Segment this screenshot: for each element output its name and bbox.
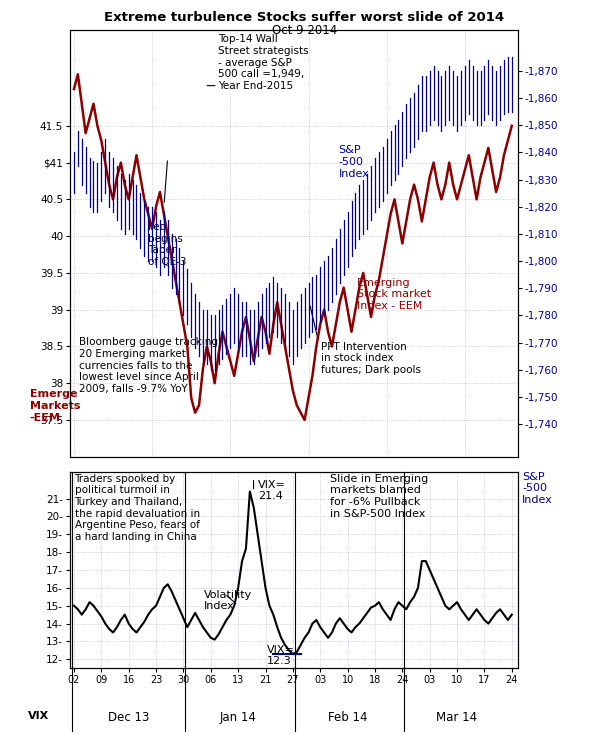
Text: Emerging
Stock market
Index - EEM: Emerging Stock market Index - EEM: [356, 278, 431, 311]
Text: VIX: VIX: [27, 711, 49, 721]
Text: Slide in Emerging
markets blamed
for -6% Pullback
in S&P-500 Index: Slide in Emerging markets blamed for -6%…: [329, 474, 428, 519]
Text: Emerge
Markets
-EEM: Emerge Markets -EEM: [30, 390, 80, 423]
Text: Jan 14: Jan 14: [220, 711, 256, 724]
Text: PPT Intervention
in stock index
futures; Dark pools: PPT Intervention in stock index futures;…: [321, 341, 421, 374]
Text: Traders spooked by
political turmoil in
Turkey and Thailand,
the rapid devaluati: Traders spooked by political turmoil in …: [74, 474, 200, 542]
Text: Dec 13: Dec 13: [108, 711, 149, 724]
Text: Mar 14: Mar 14: [437, 711, 477, 724]
Text: Feb 14: Feb 14: [328, 711, 367, 724]
Text: S&P
-500
Index: S&P -500 Index: [522, 472, 553, 505]
Text: VIX=
21.4: VIX= 21.4: [258, 479, 286, 501]
Text: Volatility
Index: Volatility Index: [205, 590, 253, 612]
Text: S&P
-500
Index: S&P -500 Index: [339, 146, 369, 179]
Text: Bloomberg gauge tracking
20 Emerging market
currencies falls to the
lowest level: Bloomberg gauge tracking 20 Emerging mar…: [79, 337, 218, 394]
Text: VIX=
12.3: VIX= 12.3: [267, 645, 295, 666]
Text: Top-14 Wall
Street strategists
- average S&P
500 call =1,949,
Year End-2015: Top-14 Wall Street strategists - average…: [218, 35, 308, 91]
Text: Fed
begins
Taper
of QE-3: Fed begins Taper of QE-3: [149, 222, 187, 267]
Text: Extreme turbulence Stocks suffer worst slide of 2014: Extreme turbulence Stocks suffer worst s…: [104, 11, 505, 24]
Text: Oct 9 2014: Oct 9 2014: [272, 24, 337, 37]
